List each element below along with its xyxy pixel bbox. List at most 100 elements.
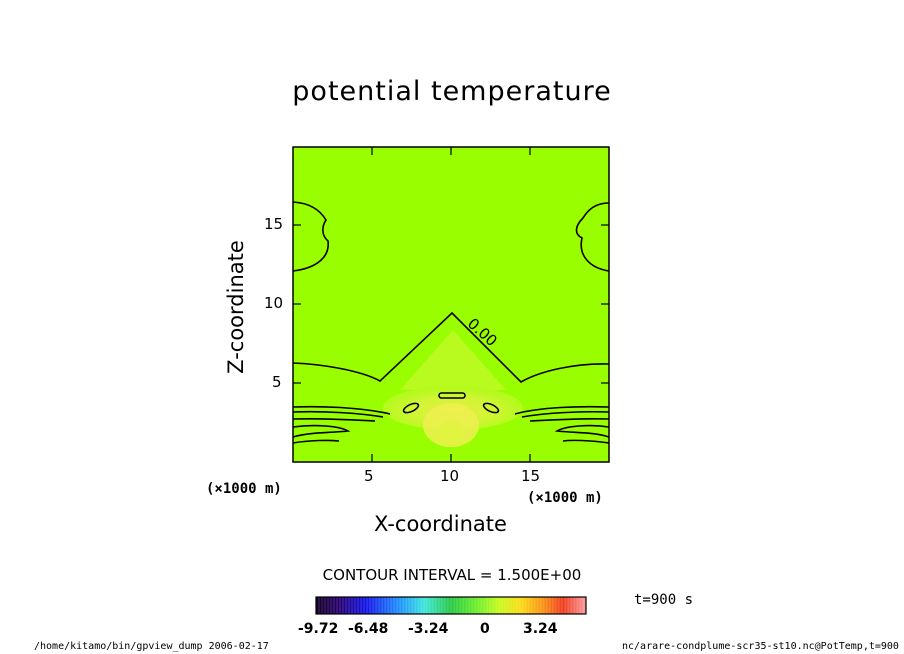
- colorbar-cell: [388, 597, 392, 614]
- colorbar-cell: [448, 597, 452, 614]
- x-tick-10: 10: [440, 467, 460, 485]
- colorbar-cell: [340, 597, 344, 614]
- colorbar-cell: [559, 597, 563, 614]
- colorbar-cell: [445, 597, 449, 614]
- colorbar-cell: [316, 597, 320, 614]
- colorbar-cell: [400, 597, 404, 614]
- colorbar-cell: [394, 597, 398, 614]
- colorbar-cell: [493, 597, 497, 614]
- colorbar-cell: [322, 597, 326, 614]
- y-axis-label: Z-coordinate: [224, 240, 248, 374]
- colorbar-tick-2: -3.24: [408, 621, 449, 637]
- colorbar-cell: [499, 597, 503, 614]
- colorbar-cell: [490, 597, 494, 614]
- colorbar-cell: [514, 597, 518, 614]
- colorbar-cell: [415, 597, 419, 614]
- colorbar-cell: [430, 597, 434, 614]
- contour-low-r1: [514, 405, 610, 415]
- colorbar-cell: [349, 597, 353, 614]
- contour-blob-right: [482, 402, 500, 414]
- colorbar-tick-0: -9.72: [298, 621, 339, 637]
- colorbar-cell: [472, 597, 476, 614]
- colorbar-cell: [319, 597, 323, 614]
- axis-ticks: [293, 147, 609, 462]
- x-unit-label: (×1000 m): [527, 490, 603, 506]
- colorbar-cell: [421, 597, 425, 614]
- colorbar-cell: [376, 597, 380, 614]
- colorbar-cell: [463, 597, 467, 614]
- colorbar-cell: [457, 597, 461, 614]
- colorbar-cell: [442, 597, 446, 614]
- colorbar-cell: [565, 597, 569, 614]
- colorbar-cell: [505, 597, 509, 614]
- colorbar-cell: [553, 597, 557, 614]
- warm-bubble-inner: [438, 420, 464, 444]
- colorbar-cell: [364, 597, 368, 614]
- colorbar-tick-1: -6.48: [348, 621, 389, 637]
- y-tick-10: 10: [264, 294, 284, 312]
- x-axis-label: X-coordinate: [374, 512, 507, 536]
- colorbar-cell: [469, 597, 473, 614]
- colorbar-cell: [367, 597, 371, 614]
- colorbar-cell: [391, 597, 395, 614]
- colorbar-cell: [337, 597, 341, 614]
- colorbar-cell: [403, 597, 407, 614]
- colorbar-cell: [358, 597, 362, 614]
- colorbar-cell: [487, 597, 491, 614]
- colorbar-cell: [373, 597, 377, 614]
- x-tick-15: 15: [521, 467, 541, 485]
- colorbar-cell: [523, 597, 527, 614]
- colorbar-cell: [532, 597, 536, 614]
- colorbar-frame: [315, 596, 587, 615]
- time-label: t=900 s: [634, 592, 694, 608]
- colorbar-cell: [520, 597, 524, 614]
- warm-plume-region: [400, 330, 506, 390]
- colorbar-cell: [577, 597, 581, 614]
- colorbar-cell: [580, 597, 584, 614]
- colorbar-cell: [562, 597, 566, 614]
- colorbar-cell: [379, 597, 383, 614]
- contour-right-top: [575, 202, 610, 272]
- colorbar-cell: [397, 597, 401, 614]
- colorbar-cell: [550, 597, 554, 614]
- colorbar-cell: [541, 597, 545, 614]
- colorbar-cell: [574, 597, 578, 614]
- colorbar-cell: [361, 597, 365, 614]
- contour-main: [292, 311, 610, 384]
- colorbar-cell: [454, 597, 458, 614]
- contour-center-bar: [438, 392, 466, 399]
- colorbar-cell: [424, 597, 428, 614]
- y-tick-15: 15: [264, 215, 284, 233]
- contour-left-top: [292, 201, 329, 272]
- colorbar-cell: [334, 597, 338, 614]
- colorbar-cell: [436, 597, 440, 614]
- contour-low-r2: [521, 410, 610, 418]
- colorbar-cell: [535, 597, 539, 614]
- colorbar-cell: [502, 597, 506, 614]
- colorbar-cell: [544, 597, 548, 614]
- colorbar-cell: [439, 597, 443, 614]
- colorbar-cell: [481, 597, 485, 614]
- contour-low-r4: [554, 424, 610, 438]
- colorbar-cell: [328, 597, 332, 614]
- colorbar-tick-3: 0: [480, 621, 490, 637]
- contour-low-4: [292, 424, 351, 438]
- colorbar-cell: [433, 597, 437, 614]
- contour-low-3: [292, 417, 376, 422]
- contour-low-1: [292, 405, 391, 415]
- colorbar-cell: [583, 597, 587, 614]
- contour-low-2: [292, 410, 384, 418]
- colorbar-cell: [517, 597, 521, 614]
- colorbar-cell: [352, 597, 356, 614]
- colorbar-cell: [511, 597, 515, 614]
- colorbar-cell: [409, 597, 413, 614]
- colorbar-cell: [406, 597, 410, 614]
- colorbar-cell: [325, 597, 329, 614]
- y-tick-5: 5: [272, 373, 282, 391]
- colorbar-cell: [496, 597, 500, 614]
- colorbar-cell: [538, 597, 542, 614]
- chart-title: potential temperature: [292, 76, 612, 107]
- contour-low-r5: [562, 439, 610, 444]
- colorbar-cell: [475, 597, 479, 614]
